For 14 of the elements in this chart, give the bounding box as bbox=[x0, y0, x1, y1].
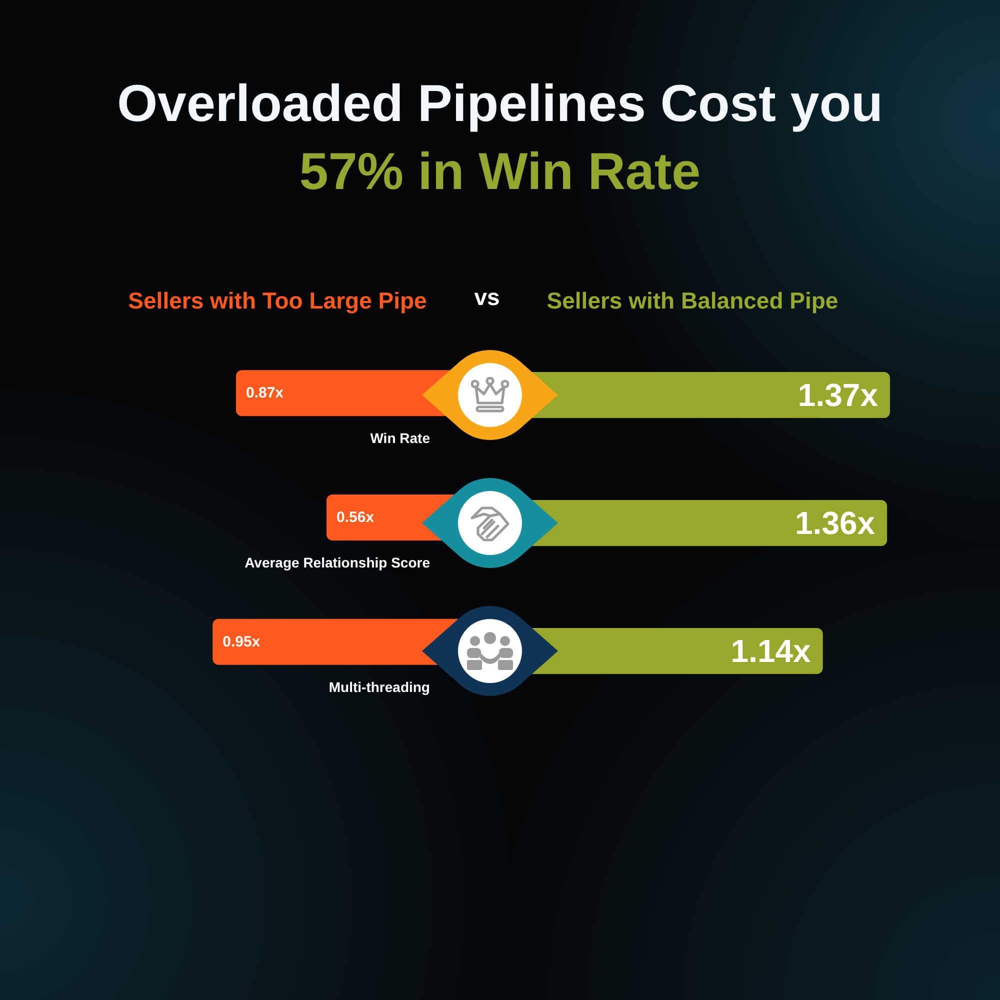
text: vs bbox=[473, 283, 501, 312]
data-label: 1.37x bbox=[798, 377, 878, 413]
data-label: 1.36x bbox=[795, 505, 876, 541]
chart-title: Overloaded Pipelines Cost you bbox=[116, 74, 884, 135]
y-tick-label: Multi-threading bbox=[328, 678, 430, 695]
chart-subtitle: 57% in Win Rate bbox=[298, 142, 702, 203]
text: Sellers with Balanced Pipe bbox=[546, 288, 838, 314]
data-label: 0.56x bbox=[336, 509, 375, 526]
data-label: 0.87x bbox=[246, 384, 284, 402]
data-label: 0.95x bbox=[222, 633, 261, 650]
data-label: 1.14x bbox=[730, 633, 812, 669]
y-tick-label: Average Relationship Score bbox=[244, 554, 430, 570]
y-tick-label: Win Rate bbox=[370, 430, 430, 446]
text: Sellers with Too Large Pipe bbox=[128, 288, 427, 314]
